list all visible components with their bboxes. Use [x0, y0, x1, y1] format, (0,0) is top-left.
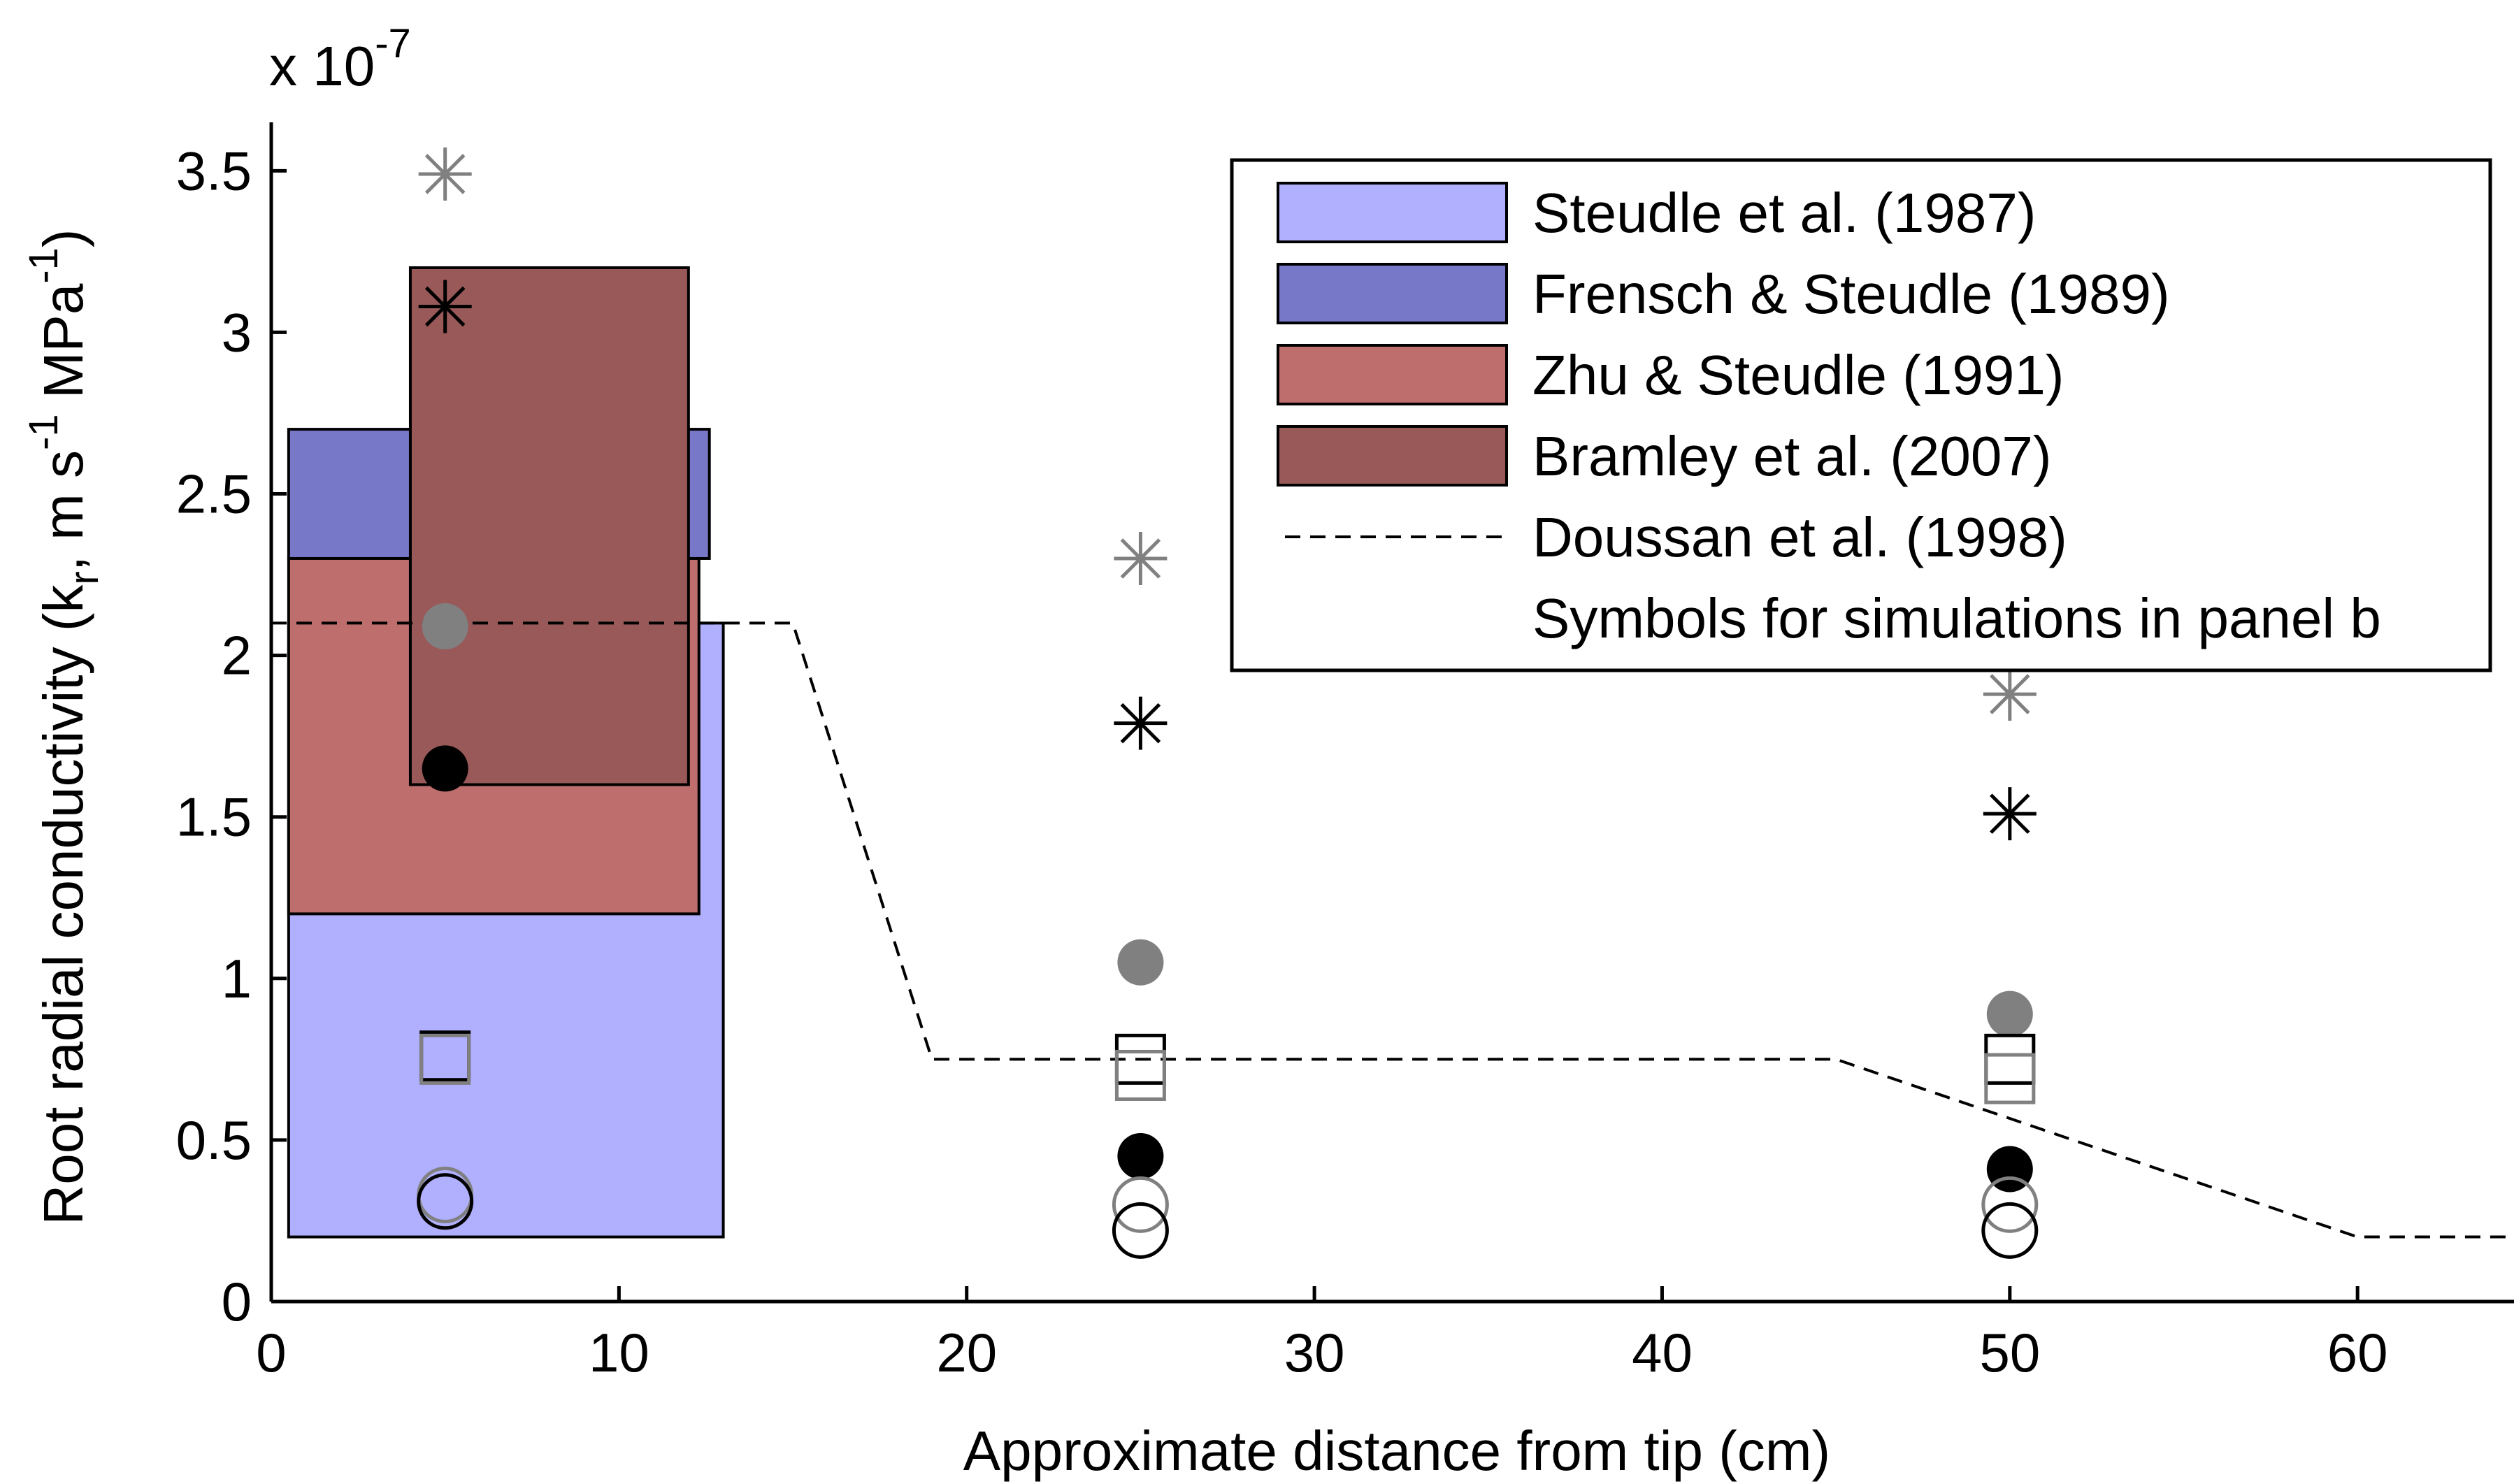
open-circle-marker	[1981, 1202, 2039, 1259]
x-tick-label: 40	[1632, 1322, 1693, 1383]
asterisk-marker	[418, 280, 472, 333]
legend-label-1: Steudle et al. (1987)	[1532, 182, 2036, 244]
open-circle-marker	[1112, 1202, 1169, 1259]
filled-circle-marker	[422, 745, 468, 792]
y-tick-label: 1	[222, 948, 252, 1009]
legend-label-3: Zhu & Steudle (1991)	[1532, 344, 2064, 406]
open-square-marker	[1114, 1049, 1166, 1101]
reference-line	[271, 621, 2514, 1239]
legend-swatch-3	[1277, 344, 1508, 405]
y-tick-label: 3	[222, 301, 252, 363]
open-circle-marker	[417, 1173, 474, 1230]
open-square-marker	[1984, 1053, 2036, 1104]
legend-swatch-2	[1277, 263, 1508, 324]
axes: 0 10 20 30 40 50 60 0 0.5 1 1.5 2 2.5 3 3.5	[176, 122, 2514, 1383]
legend-label-4: Bramley et al. (2007)	[1532, 425, 2052, 487]
legend-box	[1230, 158, 2492, 672]
y-exponent-label: x 10-7	[269, 21, 411, 97]
legend: Steudle et al. (1987) Frensch & Steudle (…	[1230, 158, 2492, 672]
y-tick-label: 1.5	[176, 786, 252, 848]
x-tick-label: 10	[589, 1322, 649, 1383]
asterisk-marker	[418, 147, 472, 201]
simulation-markers	[417, 147, 2039, 1259]
open-square-marker	[419, 1033, 471, 1085]
range-box-4	[408, 266, 690, 786]
y-tick-label: 2	[222, 625, 252, 686]
legend-swatch-4	[1277, 425, 1508, 487]
y-tick-label: 2.5	[176, 463, 252, 525]
asterisk-marker	[1983, 668, 2037, 721]
x-tick-label: 20	[936, 1322, 997, 1383]
asterisk-marker	[1114, 531, 1168, 585]
legend-label-doussan: Doussan et al. (1998)	[1532, 506, 2067, 568]
filled-circle-marker	[1986, 990, 2033, 1037]
y-tick-label: 0	[222, 1271, 252, 1332]
y-tick-label: 0.5	[176, 1109, 252, 1171]
legend-symbols-note: Symbols for simulations in panel b	[1532, 587, 2381, 649]
filled-circle-marker	[1117, 1133, 1164, 1180]
y-tick-label: 3.5	[176, 140, 252, 201]
legend-label-2: Frensch & Steudle (1989)	[1532, 263, 2170, 325]
x-tick-label: 0	[256, 1322, 286, 1383]
x-tick-label: 30	[1284, 1322, 1345, 1383]
filled-circle-marker	[1117, 939, 1164, 986]
asterisk-marker	[1114, 696, 1168, 750]
asterisk-marker	[1983, 787, 2037, 841]
range-boxes	[287, 266, 725, 1239]
open-circle-marker	[1112, 1176, 1169, 1233]
open-circle-marker	[1981, 1176, 2039, 1233]
reference-line-group	[271, 621, 2514, 1239]
y-axis-label: Root radial conductivity (kr, m s-1 MPa-…	[21, 229, 107, 1225]
legend-swatch-1	[1277, 182, 1508, 243]
x-tick-label: 50	[1979, 1322, 2040, 1383]
x-tick-label: 60	[2327, 1322, 2388, 1383]
open-square-marker	[1984, 1033, 2036, 1085]
x-axis-label: Approximate distance from tip (cm)	[963, 1420, 1830, 1482]
filled-circle-marker	[422, 603, 468, 650]
